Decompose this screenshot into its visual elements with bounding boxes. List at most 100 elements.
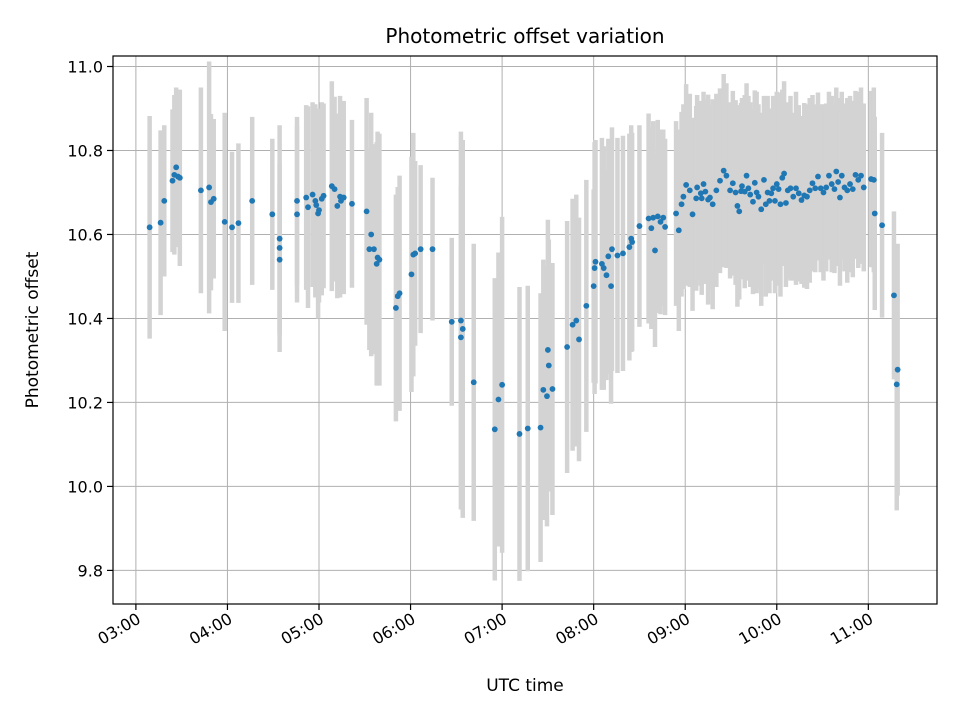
y-tick-label: 10.8	[67, 141, 103, 160]
data-point	[680, 193, 687, 200]
data-point	[276, 235, 283, 242]
data-point	[844, 187, 851, 194]
data-point	[393, 305, 399, 311]
data-point	[309, 191, 316, 198]
data-point	[169, 177, 176, 184]
data-point	[600, 265, 607, 271]
data-point	[229, 224, 235, 231]
data-point	[717, 177, 723, 184]
data-point	[650, 214, 657, 221]
data-point	[645, 215, 652, 222]
data-point	[860, 184, 867, 191]
data-point	[891, 292, 897, 299]
plot-frame	[112, 55, 938, 605]
data-point	[675, 227, 682, 234]
data-point	[804, 193, 810, 200]
y-tick-label: 10.6	[67, 225, 103, 244]
data-point	[777, 201, 784, 208]
data-point	[331, 186, 338, 193]
data-point	[689, 211, 696, 218]
data-point	[590, 283, 597, 290]
data-point	[770, 185, 777, 192]
data-point	[739, 183, 745, 190]
data-point	[678, 201, 685, 208]
data-point	[303, 194, 310, 201]
data-point	[564, 344, 571, 350]
data-point	[609, 246, 615, 253]
data-point	[660, 214, 667, 221]
data-point	[673, 210, 679, 217]
data-point	[837, 194, 843, 201]
data-point	[755, 193, 762, 200]
data-point	[773, 181, 780, 187]
data-point	[790, 193, 797, 200]
data-point	[758, 206, 765, 213]
data-point	[815, 173, 821, 180]
data-point	[294, 197, 300, 204]
data-point	[583, 302, 590, 309]
data-point	[429, 246, 436, 253]
y-tick-label: 11.0	[67, 57, 103, 76]
data-point	[249, 197, 256, 204]
data-point	[516, 431, 523, 437]
data-point	[470, 379, 477, 386]
data-point	[795, 190, 802, 197]
data-point	[157, 219, 164, 226]
data-point	[235, 220, 242, 227]
data-point	[458, 334, 464, 341]
data-point	[732, 189, 739, 196]
data-point	[495, 396, 502, 403]
data-point	[294, 211, 300, 218]
data-point	[817, 185, 824, 192]
data-point	[879, 222, 885, 229]
data-point	[693, 195, 700, 202]
data-point	[448, 318, 455, 325]
data-point	[828, 181, 835, 187]
data-point	[629, 239, 636, 245]
data-point	[305, 204, 311, 211]
data-point	[787, 185, 794, 192]
data-point	[537, 424, 544, 431]
data-point	[316, 207, 322, 214]
data-point	[549, 386, 556, 392]
data-point	[694, 184, 701, 191]
data-point	[614, 252, 621, 259]
data-point	[849, 186, 856, 193]
data-point	[751, 179, 758, 186]
data-point	[833, 168, 840, 175]
data-point	[313, 202, 320, 208]
data-point	[545, 362, 552, 369]
data-point	[626, 244, 633, 250]
data-point	[206, 184, 213, 191]
data-point	[743, 172, 750, 179]
data-point	[893, 381, 900, 388]
data-point	[835, 179, 842, 185]
data-point	[713, 187, 720, 194]
data-point	[720, 167, 727, 174]
data-point	[524, 425, 531, 432]
data-point	[775, 186, 782, 193]
data-point	[783, 200, 789, 206]
y-axis-title: Photometric offset	[23, 251, 43, 408]
data-point	[276, 245, 283, 251]
data-point	[197, 187, 204, 194]
data-point	[702, 188, 709, 195]
data-point	[396, 290, 403, 297]
data-point	[852, 171, 859, 178]
data-point	[376, 256, 383, 263]
data-point	[636, 223, 643, 229]
data-point	[820, 189, 827, 196]
data-point	[823, 184, 830, 191]
data-point	[734, 203, 741, 209]
data-point	[894, 366, 901, 373]
data-point	[605, 253, 612, 260]
data-point	[540, 386, 547, 393]
data-point	[709, 201, 716, 208]
data-point	[368, 231, 375, 238]
data-point	[349, 200, 355, 207]
data-point	[320, 192, 327, 199]
data-point	[831, 186, 838, 193]
data-point	[161, 197, 168, 204]
data-point	[772, 197, 778, 204]
